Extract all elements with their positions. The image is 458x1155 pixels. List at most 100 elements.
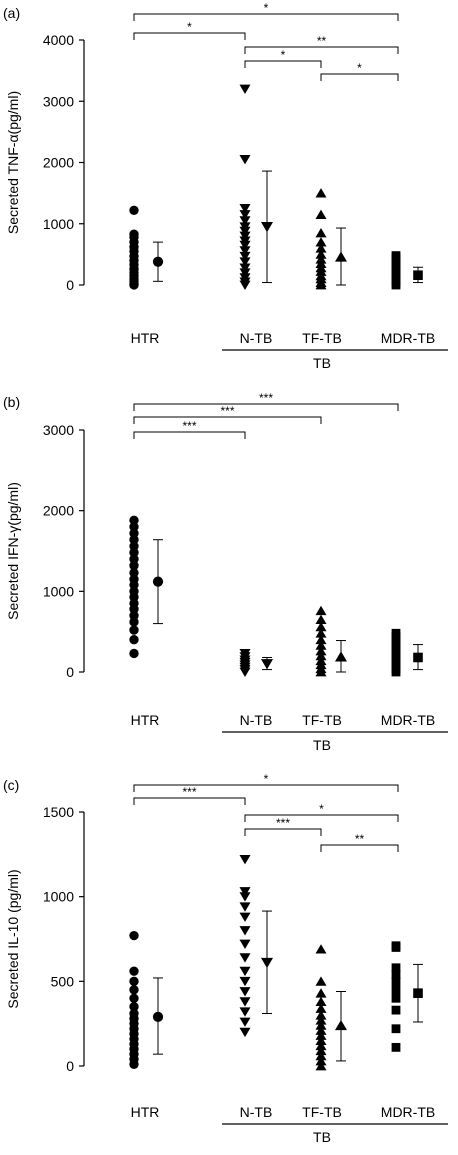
panel-a-mean-marker — [413, 270, 423, 280]
panel-a-point — [239, 210, 251, 220]
panel-b-point — [315, 605, 327, 616]
panel-b-label: (b) — [3, 394, 20, 410]
panel-a-point — [239, 246, 251, 256]
panel-b-point — [129, 617, 139, 627]
panel-c-significance-label: ** — [355, 832, 365, 846]
panel-b-point — [315, 634, 327, 645]
panel-c-mean-marker — [152, 1011, 164, 1022]
panel-c-significance-bracket — [133, 797, 246, 805]
panel-a-category-label: MDR-TB — [381, 330, 435, 346]
panel-b-point — [129, 598, 139, 609]
panel-c-category-label: HTR — [131, 1104, 160, 1120]
panel-b-point — [129, 574, 139, 584]
panel-b-point — [129, 554, 139, 564]
panel-b-point — [129, 528, 139, 538]
panel-c-category-label: TF-TB — [302, 1104, 342, 1120]
panel-b-significance-label: *** — [259, 391, 273, 405]
panel-a-point — [129, 229, 139, 239]
panel-c-point — [391, 963, 401, 973]
panel-c-point — [315, 1025, 327, 1035]
panel-c-point — [391, 1005, 401, 1015]
panel-b-significance-bracket — [133, 403, 399, 411]
panel-a-significance-label: * — [187, 20, 192, 34]
panel-b-point — [315, 650, 327, 661]
panel-b-point — [315, 640, 327, 650]
panel-c-significance-label: *** — [276, 816, 290, 830]
panel-a-mean-marker — [152, 256, 164, 267]
panel-c-point — [391, 1024, 401, 1034]
panel-a-y-tick-label: 1000 — [43, 216, 74, 232]
panel-c-point — [315, 1010, 327, 1020]
panel-a-point — [315, 249, 327, 259]
panel-b-mean-marker — [413, 652, 423, 663]
panel-c-point — [391, 1042, 401, 1052]
panel-c-category-label: N-TB — [240, 1104, 273, 1120]
panel-c-point — [239, 926, 251, 936]
panel-c-point — [129, 976, 139, 987]
panel-c-point — [391, 993, 401, 1003]
panel-a-point — [239, 222, 251, 232]
panel-a-y-tick-label: 3000 — [43, 93, 74, 109]
panel-a-point — [239, 257, 251, 267]
panel-b-point — [129, 541, 139, 551]
panel-b-point — [129, 515, 139, 526]
panel-c-y-tick-label: 1500 — [43, 804, 74, 820]
panel-b-point — [129, 586, 139, 597]
panel-c-point — [391, 985, 401, 995]
panel-c-point — [315, 1040, 327, 1051]
panel-b-point — [315, 655, 327, 666]
panel-c-point — [239, 953, 251, 963]
panel-c-point — [315, 996, 327, 1007]
panel-c-point — [129, 1008, 139, 1019]
panel-b-significance-label: *** — [182, 419, 196, 433]
panel-c-point — [315, 1035, 327, 1045]
panel-c-point — [239, 902, 251, 912]
panel-c-point — [239, 939, 251, 950]
panel-a-significance-label: * — [357, 61, 362, 75]
panel-a-significance-label: * — [264, 1, 269, 15]
panel-b-point — [129, 610, 139, 621]
panel-c-mean-marker — [335, 1019, 347, 1031]
panel-c-point — [239, 997, 251, 1007]
panel-a-point — [239, 204, 251, 214]
panel-c-group-label: TB — [313, 1129, 331, 1145]
panel-c-point — [315, 1050, 327, 1061]
panel-b-point — [391, 628, 401, 638]
panel-c-point — [239, 1027, 251, 1038]
panel-c-point — [129, 985, 139, 995]
panel-a-point — [315, 254, 327, 264]
panel-b-category-label: N-TB — [240, 712, 273, 728]
panel-a-y-tick-label: 4000 — [43, 32, 74, 48]
panel-b-point — [315, 628, 327, 638]
panel-c-point — [391, 941, 401, 951]
panel-c-point — [239, 976, 251, 987]
panel-a-point — [129, 205, 139, 215]
panel-b-y-tick-label: 2000 — [43, 503, 74, 519]
panel-b-significance-bracket — [133, 431, 246, 439]
panel-c-significance-label: *** — [182, 785, 196, 799]
panel-b-point — [129, 547, 139, 558]
panel-c-point — [391, 970, 401, 979]
panel-c-point — [315, 976, 327, 986]
panel-b-category-label: HTR — [131, 712, 160, 728]
panel-b-point — [239, 649, 251, 659]
panel-b-mean-marker — [152, 576, 164, 587]
panel-c-point — [315, 944, 327, 954]
panel-a-y-label: Secreted TNF-α(pg/ml) — [5, 91, 21, 234]
panel-a-significance-bracket — [244, 60, 322, 68]
panel-c-point — [315, 1055, 327, 1066]
panel-b-category-label: MDR-TB — [381, 712, 435, 728]
panel-c-point — [129, 993, 139, 1003]
panel-c-point — [129, 966, 139, 976]
panel-c-y-tick-label: 1000 — [43, 889, 74, 905]
panel-a-significance-bracket — [244, 46, 399, 54]
panel-b-point — [315, 621, 327, 632]
panel-a-point — [239, 251, 251, 262]
panel-b-y-tick-label: 1000 — [43, 583, 74, 599]
panel-a-mean-marker — [335, 251, 347, 262]
panel-b-y-tick-label: 0 — [66, 664, 74, 680]
panel-a-point — [315, 188, 327, 198]
panel-b-point — [129, 560, 139, 571]
panel-c-point — [391, 976, 401, 986]
